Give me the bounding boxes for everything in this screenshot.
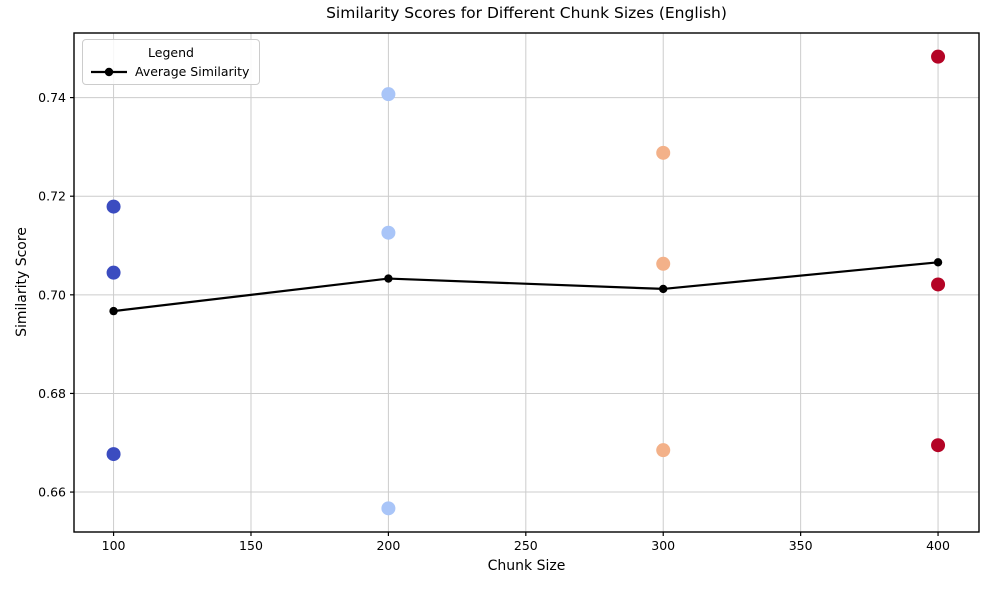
- scatter-point-chunk-100-2: [106, 447, 121, 462]
- y-tick-label-0.70: 0.70: [38, 287, 66, 302]
- average-line-marker-icon: [91, 67, 127, 76]
- y-tick-label-0.66: 0.66: [38, 485, 66, 500]
- x-tick-label-150: 150: [239, 538, 263, 553]
- x-tick-label-300: 300: [651, 538, 675, 553]
- scatter-point-chunk-300-2: [656, 443, 671, 458]
- scatter-point-chunk-400-1: [931, 277, 946, 292]
- plot-border: [73, 32, 980, 533]
- y-tick-label-0.72: 0.72: [38, 189, 66, 204]
- x-tick-label-100: 100: [102, 538, 126, 553]
- scatter-point-chunk-100-1: [106, 265, 121, 280]
- scatter-point-chunk-200-2: [381, 501, 396, 516]
- average-point-100: [109, 306, 118, 316]
- y-tick-label-0.68: 0.68: [38, 386, 66, 401]
- chart-title: Similarity Scores for Different Chunk Si…: [326, 4, 727, 22]
- average-point-200: [384, 274, 393, 283]
- average-similarity-line: [113, 261, 939, 313]
- x-axis-label: Chunk Size: [487, 558, 566, 574]
- x-tick-label-350: 350: [789, 538, 813, 553]
- x-tick-label-200: 200: [376, 538, 400, 553]
- legend-title: Legend: [148, 45, 194, 60]
- x-tick-label-400: 400: [926, 538, 950, 553]
- y-axis-label: Similarity Score: [14, 227, 30, 337]
- scatter-point-chunk-400-2: [931, 438, 946, 453]
- scatter-point-chunk-300-0: [656, 145, 671, 160]
- scatter-point-chunk-200-1: [381, 225, 396, 240]
- scatter-point-chunk-200-0: [381, 87, 396, 102]
- legend-entry-average-similarity: Average Similarity: [91, 62, 251, 81]
- average-point-300: [659, 284, 668, 294]
- x-tick-label-250: 250: [514, 538, 538, 553]
- legend: Legend Average Similarity: [82, 39, 260, 85]
- legend-entry-label: Average Similarity: [135, 64, 250, 79]
- scatter-point-chunk-100-0: [106, 199, 121, 214]
- scatter-point-chunk-300-1: [656, 256, 671, 271]
- scatter-point-chunk-400-0: [931, 49, 946, 64]
- y-tick-label-0.74: 0.74: [38, 90, 66, 105]
- average-point-400: [933, 258, 943, 267]
